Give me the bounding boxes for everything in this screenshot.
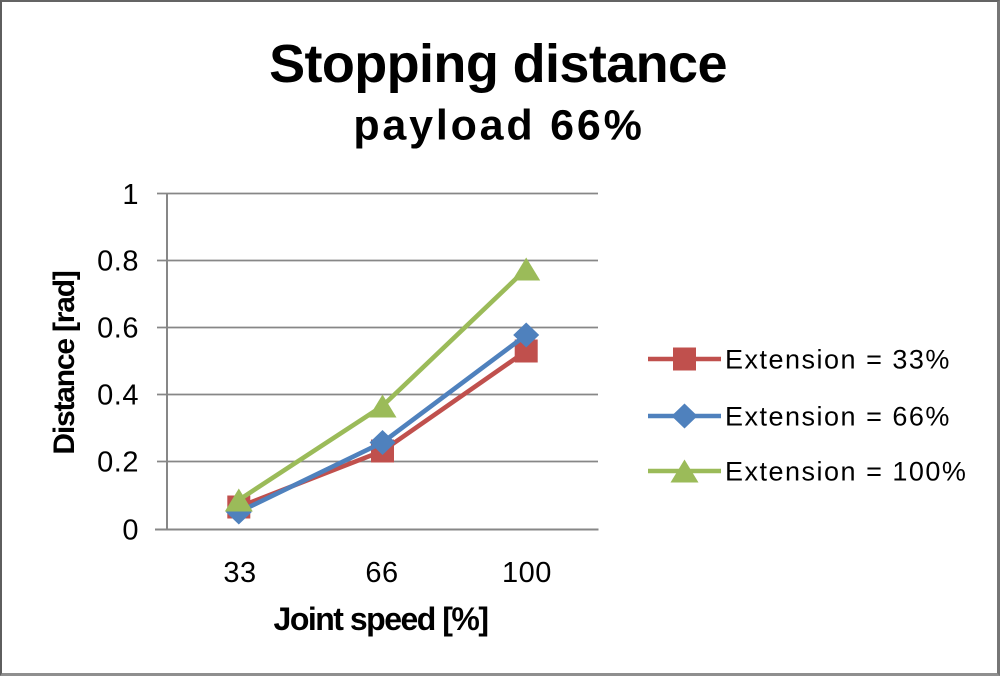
- svg-text:66: 66: [365, 557, 398, 589]
- svg-text:Extension = 66%: Extension = 66%: [725, 402, 951, 432]
- svg-text:100: 100: [502, 557, 552, 589]
- svg-text:payload 66%: payload 66%: [353, 102, 644, 150]
- svg-text:Joint speed [%]: Joint speed [%]: [274, 601, 488, 637]
- svg-text:0: 0: [122, 515, 139, 547]
- svg-text:Distance [rad]: Distance [rad]: [48, 271, 81, 454]
- svg-text:Stopping distance: Stopping distance: [269, 34, 727, 94]
- svg-text:0.8: 0.8: [97, 246, 139, 278]
- svg-text:Extension = 100%: Extension = 100%: [725, 457, 967, 487]
- svg-text:0.4: 0.4: [97, 380, 139, 412]
- svg-text:1: 1: [122, 179, 139, 211]
- svg-text:0.6: 0.6: [97, 313, 139, 345]
- svg-text:Extension = 33%: Extension = 33%: [725, 345, 951, 375]
- svg-text:0.2: 0.2: [97, 447, 139, 479]
- svg-text:33: 33: [223, 557, 256, 589]
